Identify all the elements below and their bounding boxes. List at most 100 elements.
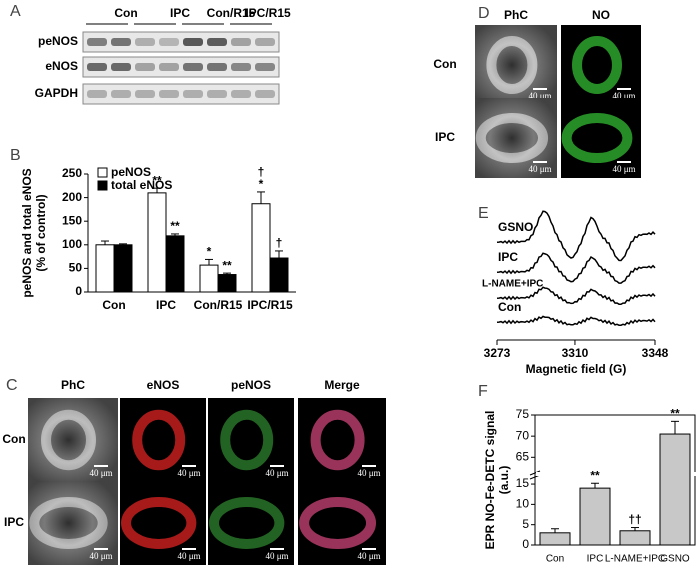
epr-trace — [496, 252, 656, 284]
blot-band — [255, 90, 275, 98]
x-tick-label: GSNO — [660, 554, 690, 565]
epr-tick-label: 3310 — [562, 346, 589, 360]
bar — [619, 530, 651, 546]
bar — [579, 487, 611, 546]
bar — [95, 244, 115, 293]
significance-mark: †† — [628, 513, 641, 527]
blot-strip — [82, 83, 280, 105]
blot-band — [159, 90, 179, 98]
blot-band — [231, 63, 251, 71]
micrograph-row: IPC — [435, 130, 455, 144]
x-tick-label: IPC/R15 — [247, 298, 293, 312]
bar — [659, 433, 691, 546]
x-tick-label: IPC — [156, 298, 176, 312]
blot-band — [111, 63, 131, 71]
significance-mark: ** — [590, 468, 600, 482]
blot-band — [207, 38, 227, 46]
y-axis-title-line: (% of control) — [34, 194, 48, 271]
epr-tick-label: 3273 — [484, 346, 511, 360]
bar — [269, 257, 289, 293]
legend-swatch — [97, 180, 108, 191]
x-tick-label: L-NAME+IPC — [605, 554, 665, 565]
y-axis-title-line: EPR NO-Fe-DETC signal — [483, 411, 497, 550]
vessel — [209, 497, 285, 549]
phc-texture — [475, 25, 557, 105]
blot-band — [87, 90, 107, 98]
phc-texture — [28, 481, 118, 565]
scale-label: 40 μm — [612, 91, 635, 101]
y-axis-title-line: peNOS and total eNOS — [20, 168, 34, 297]
bar — [251, 203, 271, 293]
micrograph-row: Con — [2, 432, 25, 446]
blot-strip — [82, 31, 280, 53]
frame-gap — [536, 472, 698, 476]
scale-label: 40 μm — [265, 551, 288, 561]
blot-row-label: eNOS — [45, 59, 78, 73]
x-tick-label: Con — [546, 554, 564, 565]
vessel — [121, 497, 197, 549]
bar — [539, 532, 571, 546]
micrograph-column: PhC — [504, 8, 528, 22]
blot-band — [159, 63, 179, 71]
vessel — [572, 36, 622, 94]
blot-band — [231, 90, 251, 98]
scale-label: 40 μm — [265, 468, 288, 478]
significance-mark: † — [258, 165, 265, 179]
scale-label: 40 μm — [357, 551, 380, 561]
scale-label: 40 μm — [177, 551, 200, 561]
epr-label: Con — [498, 300, 521, 314]
y-tick-label: 75 — [516, 407, 530, 421]
significance-mark: ** — [170, 219, 180, 233]
panel-label: A — [10, 3, 21, 20]
blot-band — [255, 38, 275, 46]
scale-label: 40 μm — [177, 468, 200, 478]
blot-strip — [82, 56, 280, 78]
y-tick-label: 0 — [522, 537, 529, 551]
blot-row-label: peNOS — [38, 34, 78, 48]
significance-mark: † — [276, 236, 283, 250]
panel-label: F — [478, 383, 488, 400]
vessel — [310, 409, 365, 471]
epr-trace — [496, 315, 656, 326]
micrograph-column: eNOS — [147, 378, 180, 392]
panel-label: C — [6, 377, 18, 394]
panel-label: D — [478, 5, 490, 22]
legend-label: total eNOS — [111, 178, 172, 192]
blot-band — [231, 38, 251, 46]
micrograph-column: PhC — [61, 378, 85, 392]
significance-mark: ** — [670, 407, 680, 421]
scale-label: 40 μm — [89, 551, 112, 561]
scale-label: 40 μm — [357, 468, 380, 478]
blot-band — [111, 90, 131, 98]
y-axis-title-line: (a.u.) — [497, 466, 511, 495]
y-tick-label: 150 — [62, 213, 82, 227]
y-tick-label: 0 — [75, 284, 82, 298]
blot-band — [87, 63, 107, 71]
epr-axis-title: Magnetic field (G) — [526, 362, 627, 376]
blot-row-label: GAPDH — [35, 86, 78, 100]
legend-label: peNOS — [111, 165, 151, 179]
blot-group: IPC — [170, 6, 190, 20]
bar — [113, 244, 133, 293]
scale-label: 40 μm — [89, 468, 112, 478]
blot-band — [183, 63, 203, 71]
y-axis-title: peNOS and total eNOS(% of control) — [20, 168, 48, 297]
y-tick-label: 250 — [62, 166, 82, 180]
blot-group: Con — [114, 6, 137, 20]
epr-label: IPC — [498, 250, 518, 264]
vessel — [299, 497, 377, 549]
micrograph-column: peNOS — [231, 378, 271, 392]
x-tick-label: Con — [102, 298, 125, 312]
bar — [217, 274, 237, 293]
blot-band — [207, 63, 227, 71]
micrograph-column: NO — [592, 8, 610, 22]
y-tick-label: 65 — [516, 449, 530, 463]
significance-mark: * — [207, 245, 212, 259]
phc-texture — [28, 398, 118, 482]
blot-group: Con/R15 — [207, 6, 256, 20]
y-tick-label: 70 — [516, 428, 530, 442]
vessel — [132, 409, 186, 471]
micrograph-row: Con — [433, 57, 456, 71]
